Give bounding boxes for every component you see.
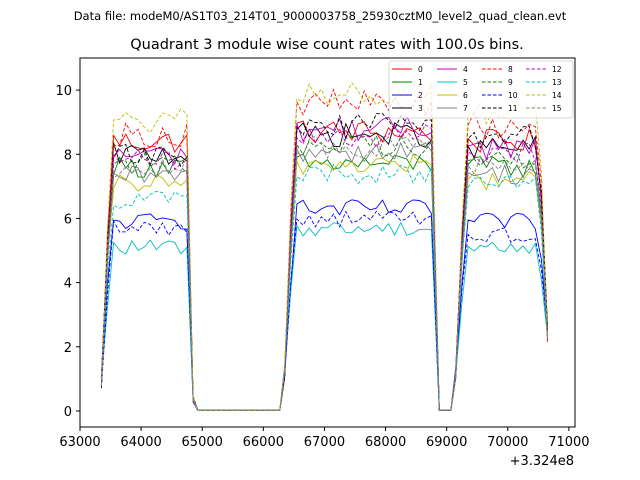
- x-offset-label: +3.324e8: [510, 454, 574, 469]
- series-line-1: [100, 153, 548, 411]
- series-line-13: [100, 163, 548, 411]
- series-line-12: [100, 124, 548, 411]
- series-line-6: [100, 153, 548, 411]
- x-tick-label: 70000: [487, 435, 528, 450]
- series-line-0: [100, 120, 548, 411]
- axes-layer: 63000 64000 65000 66000 67000 68000 69000 70000…: [55, 84, 589, 450]
- legend-label-10: 10: [508, 91, 518, 100]
- legend-label-6: 6: [463, 91, 468, 100]
- legend-label-14: 14: [552, 91, 562, 100]
- series-line-4: [100, 115, 548, 411]
- y-tick-label: 0: [64, 405, 72, 420]
- series-line-11: [100, 113, 548, 411]
- x-tick-label: 66000: [243, 435, 284, 450]
- series-line-10: [100, 210, 548, 411]
- legend-label-12: 12: [552, 65, 562, 74]
- series-line-2: [100, 199, 548, 411]
- legend-label-9: 9: [508, 78, 513, 87]
- legend-label-3: 3: [418, 104, 423, 113]
- legend-label-4: 4: [463, 65, 468, 74]
- x-tick-label: 63000: [59, 435, 100, 450]
- x-tick-label: 67000: [304, 435, 345, 450]
- series-line-3: [100, 122, 548, 411]
- legend-label-0: 0: [418, 65, 423, 74]
- legend-label-15: 15: [552, 104, 562, 113]
- y-tick-label: 10: [55, 84, 72, 99]
- legend-label-7: 7: [463, 104, 468, 113]
- y-tick-label: 2: [64, 341, 72, 356]
- legend-frame: [388, 60, 574, 119]
- series-line-9: [100, 134, 548, 411]
- legend-label-13: 13: [552, 78, 562, 87]
- y-tick-label: 4: [64, 277, 72, 292]
- legend-label-5: 5: [463, 78, 468, 87]
- x-tick-label: 65000: [182, 435, 223, 450]
- x-tick-label: 64000: [120, 435, 161, 450]
- series-line-15: [100, 135, 548, 411]
- series-line-14: [100, 77, 548, 411]
- series-line-8: [100, 88, 548, 411]
- series-layer: [100, 77, 548, 411]
- x-tick-label: 69000: [426, 435, 467, 450]
- y-tick-label: 6: [64, 212, 72, 227]
- y-tick-label: 8: [64, 148, 72, 163]
- legend-label-8: 8: [508, 65, 513, 74]
- x-tick-label: 71000: [548, 435, 589, 450]
- x-tick-label: 68000: [365, 435, 406, 450]
- chart-title: Quadrant 3 module wise count rates with …: [130, 37, 524, 53]
- legend-label-2: 2: [418, 91, 423, 100]
- series-line-7: [100, 141, 548, 411]
- series-line-5: [100, 221, 548, 411]
- legend-label-11: 11: [508, 104, 518, 113]
- legend-label-1: 1: [418, 78, 423, 87]
- chart-suptitle: Data file: modeM0/AS1T03_214T01_90000037…: [74, 9, 567, 23]
- plot-frame: [79, 57, 576, 428]
